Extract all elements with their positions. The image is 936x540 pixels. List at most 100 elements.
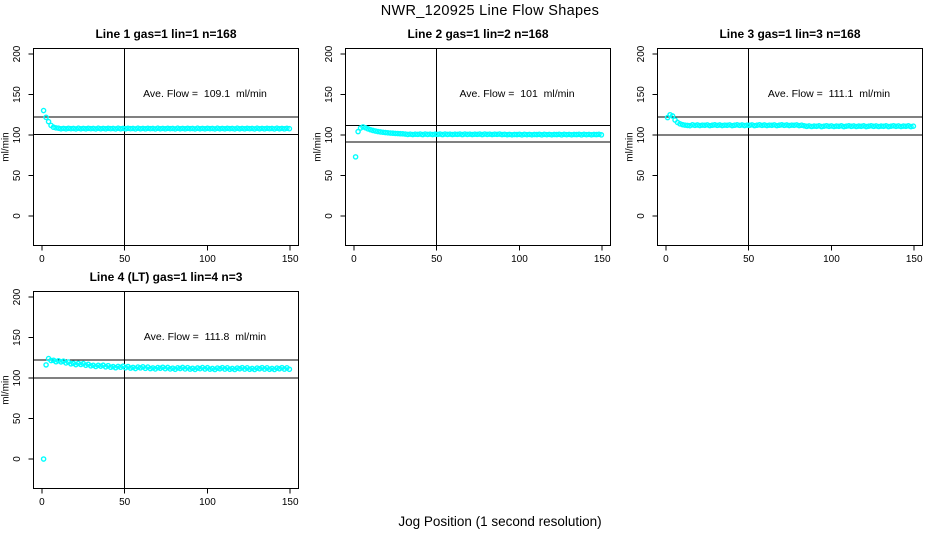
- data-point: [551, 131, 558, 138]
- data-point: [511, 131, 518, 138]
- data-point: [464, 131, 471, 138]
- data-point: [174, 365, 181, 371]
- data-point: [219, 125, 226, 132]
- data-point: [115, 125, 121, 132]
- data-point: [588, 131, 595, 138]
- data-point: [754, 122, 760, 129]
- data-point: [494, 131, 500, 138]
- data-point: [236, 125, 243, 132]
- subplot-line-4-canvas: 0 50 100 150 0 50 100 150 200 ml/min Line 4 (LT) g…: [1, 270, 300, 508]
- data-point: [501, 131, 508, 138]
- data-point: [286, 366, 293, 373]
- data-point: [274, 365, 280, 371]
- data-point: [145, 125, 151, 132]
- data-point: [95, 125, 102, 132]
- data-point: [87, 363, 94, 369]
- data-point: [868, 122, 874, 129]
- y-tick-label: 200: [12, 288, 23, 305]
- data-point: [150, 125, 156, 132]
- data-point: [469, 131, 476, 138]
- x-tick-label: 50: [119, 254, 131, 265]
- plot-box: [33, 291, 299, 489]
- data-point: [831, 123, 837, 130]
- plot-box: [345, 48, 611, 246]
- data-point: [707, 122, 713, 129]
- data-point: [125, 125, 131, 132]
- data-point: [878, 123, 884, 129]
- plot-box: [33, 48, 299, 246]
- data-point: [893, 123, 899, 130]
- data-point: [746, 122, 753, 129]
- data-point: [439, 131, 446, 138]
- data-point: [271, 126, 278, 132]
- data-point: [744, 122, 750, 128]
- data-point: [424, 131, 431, 138]
- data-point: [177, 125, 183, 132]
- data-point: [214, 365, 221, 371]
- data-point: [689, 122, 696, 128]
- data-point: [48, 357, 54, 364]
- subplot-line-1: 0 50 100 150 0 50 100 150 200 ml/min Line 1 gas=1 …: [0, 0, 312, 270]
- data-point: [846, 122, 852, 129]
- data-point: [40, 107, 47, 114]
- data-point: [209, 125, 216, 132]
- data-point: [60, 125, 67, 132]
- data-point: [536, 131, 543, 138]
- y-tick-label: 50: [324, 170, 335, 182]
- data-point: [147, 365, 154, 372]
- data-point: [385, 130, 391, 136]
- data-point: [449, 131, 456, 138]
- x-tick-label: 100: [823, 254, 840, 265]
- x-tick-label: 150: [282, 254, 299, 265]
- reference-lines: [33, 291, 299, 489]
- y-tick-label: 200: [324, 45, 335, 62]
- data-point: [155, 125, 161, 132]
- x-tick-label: 150: [906, 254, 923, 265]
- data-point: [798, 122, 805, 129]
- data-point: [197, 125, 203, 132]
- data-point: [771, 122, 778, 128]
- data-point: [427, 131, 433, 137]
- data-point: [467, 131, 473, 137]
- data-point: [286, 125, 293, 132]
- data-point: [246, 125, 253, 132]
- data-point: [127, 365, 134, 371]
- data-point: [803, 123, 810, 130]
- data-point: [284, 125, 290, 132]
- y-tick-label: 100: [636, 126, 647, 143]
- data-point: [548, 131, 555, 138]
- data-point: [684, 122, 691, 129]
- data-point: [796, 122, 802, 129]
- subplot-title: Line 1 gas=1 lin=1 n=168: [95, 27, 236, 41]
- data-point: [516, 131, 523, 138]
- data-point: [266, 125, 273, 132]
- data-point: [53, 125, 59, 131]
- data-point: [734, 122, 740, 128]
- x-axis: 0 50 100 150: [39, 245, 299, 265]
- data-points: [40, 355, 293, 462]
- data-point: [499, 131, 505, 138]
- data-point: [102, 126, 109, 132]
- subplot-title: Line 4 (LT) gas=1 lin=4 n=3: [90, 270, 243, 284]
- subplot-line-2: 0 50 100 150 0 50 100 150 200 ml/min Line 2 gas=1 …: [312, 0, 624, 270]
- y-tick-label: 150: [636, 86, 647, 103]
- data-point: [504, 131, 510, 138]
- data-point: [110, 125, 116, 132]
- data-point: [711, 122, 718, 128]
- x-tick-label: 0: [663, 254, 669, 265]
- data-point: [526, 131, 533, 138]
- data-point: [155, 364, 161, 371]
- data-point: [409, 131, 416, 138]
- data-point: [437, 131, 443, 137]
- data-point: [447, 131, 453, 137]
- data-point: [875, 123, 882, 130]
- data-point: [217, 125, 223, 132]
- data-point: [833, 123, 840, 129]
- data-point: [117, 125, 124, 132]
- data-point: [459, 131, 466, 138]
- data-point: [43, 362, 49, 368]
- data-point: [92, 126, 99, 132]
- data-point: [159, 125, 166, 132]
- data-point: [704, 122, 711, 128]
- data-point: [873, 123, 879, 129]
